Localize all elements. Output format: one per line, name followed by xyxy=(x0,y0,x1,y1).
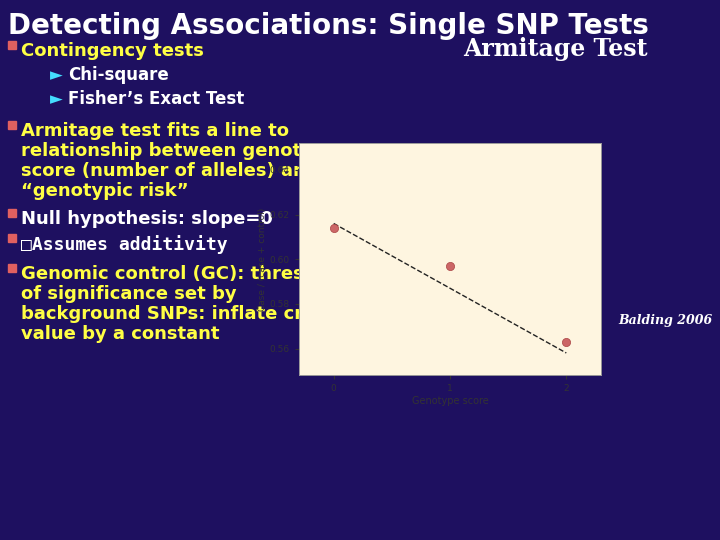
Bar xyxy=(8,209,16,217)
Text: of significance set by: of significance set by xyxy=(21,285,237,303)
Point xyxy=(561,338,572,346)
Text: ►: ► xyxy=(50,90,63,108)
Text: background SNPs: inflate critical: background SNPs: inflate critical xyxy=(21,305,353,323)
Text: Armitage Test: Armitage Test xyxy=(463,37,647,61)
Text: Chi-square: Chi-square xyxy=(68,66,168,84)
Bar xyxy=(8,234,16,242)
Text: □Assumes additivity: □Assumes additivity xyxy=(21,235,228,254)
Text: Detecting Associations: Single SNP Tests: Detecting Associations: Single SNP Tests xyxy=(8,12,649,40)
Text: “genotypic risk”: “genotypic risk” xyxy=(21,182,189,200)
Text: Contingency tests: Contingency tests xyxy=(21,42,204,60)
Text: score (number of alleles) and: score (number of alleles) and xyxy=(21,162,318,180)
X-axis label: Genotype score: Genotype score xyxy=(412,396,488,406)
Text: Armitage test fits a line to: Armitage test fits a line to xyxy=(21,122,289,140)
Text: Null hypothesis: slope=0: Null hypothesis: slope=0 xyxy=(21,210,273,228)
Text: value by a constant: value by a constant xyxy=(21,325,220,343)
Y-axis label: Case / (case + control): Case / (case + control) xyxy=(258,207,267,311)
Bar xyxy=(8,264,16,272)
Text: Genomic control (GC): threshold: Genomic control (GC): threshold xyxy=(21,265,348,283)
Bar xyxy=(8,41,16,49)
Text: relationship between genotype: relationship between genotype xyxy=(21,142,338,160)
Text: Balding 2006: Balding 2006 xyxy=(618,314,713,327)
Point xyxy=(444,261,456,270)
Text: ►: ► xyxy=(50,66,63,84)
Bar xyxy=(8,121,16,129)
Point xyxy=(328,224,339,232)
Text: Fisher’s Exact Test: Fisher’s Exact Test xyxy=(68,90,244,108)
